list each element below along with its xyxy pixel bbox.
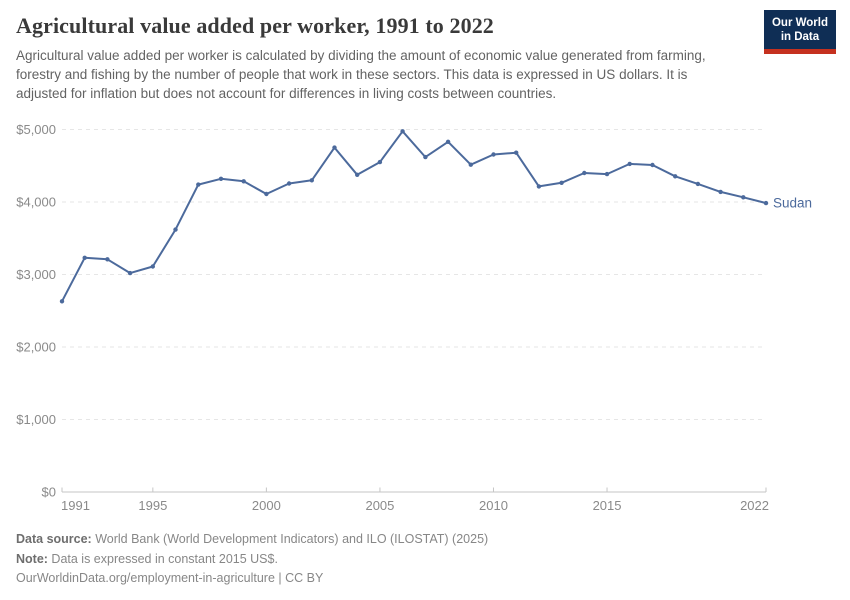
owid-logo[interactable]: Our World in Data xyxy=(763,10,836,54)
x-axis-tick-label: 2000 xyxy=(252,498,281,513)
citation-url-link[interactable]: OurWorldinData.org/employment-in-agricul… xyxy=(16,571,275,585)
y-axis-tick-label: $1,000 xyxy=(16,412,56,427)
chart-subtitle: Agricultural value added per worker is c… xyxy=(16,48,706,102)
data-point[interactable] xyxy=(445,139,451,144)
note-label: Note: xyxy=(16,551,48,566)
data-point[interactable] xyxy=(173,227,178,232)
data-point[interactable] xyxy=(514,150,519,155)
owid-logo-line2: in Data xyxy=(780,31,820,44)
data-source-line: Data source: World Bank (World Developme… xyxy=(16,530,834,550)
y-axis-tick-label: $3,000 xyxy=(16,267,56,282)
series-end-label[interactable]: Sudan xyxy=(773,196,812,211)
y-grid: $0 $1,000 $2,000 $3,000 $4,000 $5,000 xyxy=(16,122,766,500)
y-axis-tick-label: $4,000 xyxy=(16,195,56,210)
data-point[interactable] xyxy=(582,170,587,176)
y-axis-tick-label: $5,000 xyxy=(16,122,56,137)
data-point[interactable] xyxy=(741,195,746,200)
data-point[interactable] xyxy=(559,180,564,185)
data-point[interactable] xyxy=(400,129,405,134)
note-line: Note: Data is expressed in constant 2015… xyxy=(16,550,834,570)
x-axis-tick-label: 2022 xyxy=(740,498,769,513)
data-point[interactable] xyxy=(218,176,224,181)
data-point[interactable] xyxy=(468,162,473,167)
data-point[interactable] xyxy=(695,181,701,187)
data-point[interactable] xyxy=(264,191,269,197)
license-text: | CC BY xyxy=(274,571,324,585)
data-point[interactable] xyxy=(627,161,632,167)
data-point[interactable] xyxy=(673,174,678,179)
x-axis-tick-label: 2005 xyxy=(365,498,394,513)
data-point[interactable] xyxy=(423,154,428,160)
data-point[interactable] xyxy=(718,189,723,195)
citation-line: OurWorldinData.org/employment-in-agricul… xyxy=(16,569,834,589)
data-point[interactable] xyxy=(59,299,65,304)
data-point[interactable] xyxy=(105,257,110,262)
data-point[interactable] xyxy=(355,172,360,177)
data-source-text: World Bank (World Development Indicators… xyxy=(91,532,489,546)
x-axis-tick-label: 1995 xyxy=(138,498,167,513)
data-point[interactable] xyxy=(763,200,769,206)
data-point[interactable] xyxy=(650,162,655,168)
data-point[interactable] xyxy=(491,152,496,157)
data-point[interactable] xyxy=(127,270,133,276)
owid-logo-line1: Our World xyxy=(771,17,828,29)
data-point[interactable] xyxy=(332,145,337,150)
data-point[interactable] xyxy=(536,184,542,189)
x-axis-tick-label: 2010 xyxy=(479,498,508,513)
data-point[interactable] xyxy=(377,159,383,165)
line-chart: $0 $1,000 $2,000 $3,000 $4,000 $5,000 1991 1995… xyxy=(16,122,812,513)
data-source-label: Data source: xyxy=(16,532,92,546)
chart-header: Agricultural value added per worker, 199… xyxy=(0,0,850,112)
note-text: Data is expressed in constant 2015 US$. xyxy=(47,551,278,566)
page-title: Agricultural value added per worker, 199… xyxy=(16,13,494,38)
x-axis: 1991 1995 2000 2005 2010 2015 2022 xyxy=(61,487,769,513)
data-point[interactable] xyxy=(286,181,292,186)
chart-footer: Data source: World Bank (World Developme… xyxy=(0,522,850,589)
data-point[interactable] xyxy=(82,255,87,260)
y-axis-tick-label: $2,000 xyxy=(16,340,56,355)
x-axis-tick-label: 2015 xyxy=(593,498,622,513)
x-axis-tick-label: 1991 xyxy=(61,498,90,513)
series-sudan: Sudan xyxy=(59,129,812,304)
series-line[interactable] xyxy=(61,130,767,303)
data-point[interactable] xyxy=(196,182,201,187)
data-point[interactable] xyxy=(604,171,610,177)
data-point[interactable] xyxy=(241,179,246,184)
y-axis-tick-label: $0 xyxy=(42,485,56,500)
data-point[interactable] xyxy=(309,178,314,183)
data-point[interactable] xyxy=(150,264,155,269)
